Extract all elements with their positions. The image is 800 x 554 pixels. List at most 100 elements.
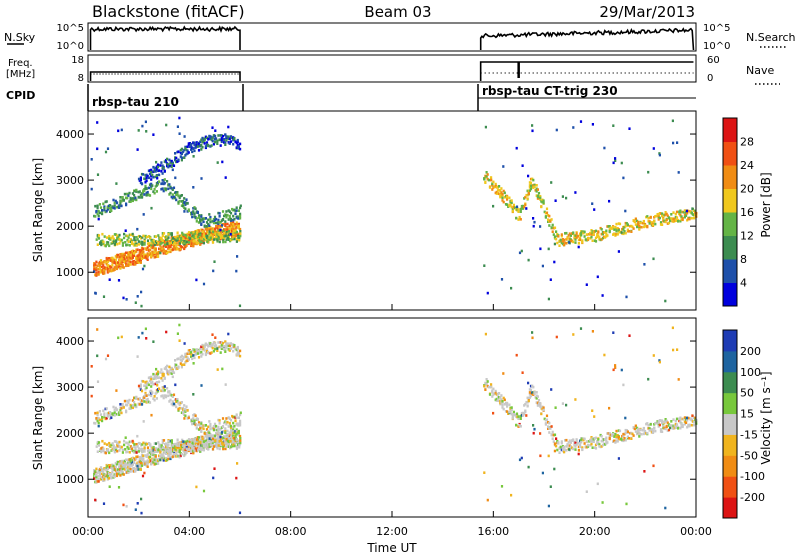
power-cell (569, 234, 572, 237)
power-cell (137, 196, 140, 199)
velocity-cell (159, 371, 162, 374)
power-cell (151, 250, 154, 254)
power-cell (523, 205, 526, 209)
velocity-cell (158, 457, 161, 461)
velocity-cell (620, 438, 623, 441)
power-cell (229, 211, 233, 215)
velocity-cell (690, 423, 693, 427)
power-cell (192, 155, 195, 158)
power-cell (589, 237, 592, 240)
power-cell (129, 196, 132, 200)
velocity-cell (185, 446, 188, 449)
velocity-cell (624, 416, 627, 420)
velocity-cell (94, 498, 97, 502)
power-cell (148, 244, 152, 247)
velocity-cell (214, 336, 217, 339)
power-cell (116, 237, 119, 240)
velocity-cell (694, 420, 697, 424)
velocity-cell (642, 432, 645, 436)
velocity-cell (109, 411, 112, 414)
power-cell (624, 224, 627, 228)
power-cell (93, 265, 96, 269)
power-cell (550, 226, 553, 229)
power-cell (622, 176, 625, 180)
velocity-cell (182, 449, 185, 452)
velocity-cell (108, 444, 111, 447)
velocity-cell (145, 337, 148, 340)
velocity-cell (574, 445, 577, 448)
power-colorbar-tick: 20 (740, 183, 754, 196)
velocity-cell (120, 445, 123, 449)
power-cell (131, 262, 134, 266)
power-cell (112, 240, 115, 244)
power-cell (223, 228, 226, 231)
power-cell (109, 210, 112, 213)
power-cell (166, 164, 169, 168)
power-cell (539, 247, 542, 251)
velocity-cell (659, 428, 663, 431)
velocity-cell (103, 442, 106, 445)
power-cell (177, 202, 180, 205)
power-cell (216, 231, 219, 234)
velocity-cell (487, 385, 490, 389)
velocity-cell (143, 471, 146, 475)
velocity-cell (693, 423, 696, 427)
velocity-cell (178, 406, 181, 410)
velocity-cell (521, 371, 524, 374)
velocity-cell (598, 443, 601, 446)
velocity-cell (569, 446, 572, 450)
power-cell (113, 201, 116, 205)
cpid-2: rbsp-tau CT-trig 230 (482, 84, 618, 98)
power-cell (175, 244, 178, 248)
power-cell (123, 192, 126, 196)
power-cell (96, 204, 99, 208)
velocity-cell (148, 449, 151, 452)
power-cell (117, 236, 120, 239)
power-cell (553, 260, 556, 264)
power-cell (495, 192, 498, 195)
velocity-cell (140, 511, 143, 515)
velocity-cell (239, 437, 242, 440)
velocity-cell (209, 422, 212, 426)
velocity-cell (138, 463, 141, 467)
power-cell (126, 264, 129, 267)
power-cell (204, 146, 207, 150)
velocity-cell (116, 449, 119, 453)
power-cell (96, 212, 99, 216)
power-cell (672, 211, 675, 214)
velocity-cell (200, 430, 203, 433)
velocity-cell (664, 418, 667, 421)
power-cell (225, 238, 228, 241)
velocity-cell (123, 399, 126, 403)
velocity-cell (121, 459, 124, 463)
velocity-cell (515, 415, 518, 418)
power-cell (202, 241, 205, 245)
power-cell (694, 213, 697, 217)
power-cell (201, 233, 204, 236)
power-cell (164, 243, 167, 247)
power-cell (232, 208, 235, 212)
power-cell (483, 264, 486, 267)
velocity-cell (119, 474, 122, 477)
power-cell (119, 267, 122, 270)
velocity-cell (555, 335, 558, 339)
power-cell (102, 240, 105, 244)
velocity-cell (524, 402, 527, 406)
velocity-cell (574, 441, 577, 444)
velocity-cell (532, 424, 535, 427)
power-cell (121, 241, 124, 245)
power-cell (159, 251, 162, 255)
power-cell (167, 163, 170, 166)
power-cell (547, 220, 550, 223)
power-cell (234, 234, 237, 238)
power-cell (94, 204, 97, 208)
velocity-cell (662, 424, 665, 428)
power-cell (532, 217, 535, 220)
power-cell (195, 241, 198, 245)
velocity-cell (216, 428, 219, 432)
velocity-cell (666, 421, 669, 425)
velocity-cell (238, 443, 241, 447)
velocity-cell (112, 413, 115, 417)
velocity-cell (148, 442, 151, 445)
power-cell (94, 273, 97, 277)
